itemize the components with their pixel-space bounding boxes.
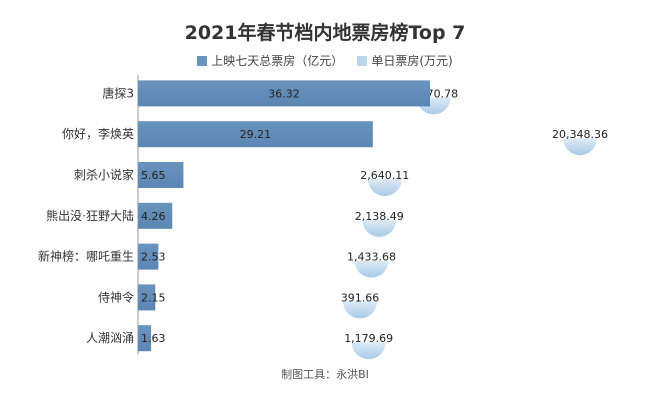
daily-label: 20,348.36: [552, 128, 608, 141]
category-label: 侍神令: [98, 289, 134, 304]
daily-label: 391.66: [341, 291, 380, 304]
legend-swatch-bar: [197, 55, 208, 66]
daily-bubble: [367, 179, 402, 197]
box-office-label: 36.32: [268, 87, 300, 100]
box-office-bar: [138, 202, 173, 229]
daily-label: 1,179.69: [344, 332, 393, 345]
daily-bubble: [343, 301, 377, 319]
category-label: 新神榜：哪吒重生: [38, 249, 134, 264]
box-office-bar: [138, 284, 156, 311]
box-office-label: 29.21: [240, 128, 272, 141]
category-label: 人潮汹涌: [86, 330, 134, 345]
daily-label: 2,138.49: [355, 210, 404, 223]
box-office-label: 4.26: [141, 210, 166, 223]
daily-bubble: [563, 138, 597, 156]
box-office-label: 5.65: [141, 169, 166, 182]
legend-label-bubble: 单日票房(万元): [371, 54, 453, 68]
legend: 上映七天总票房（亿元） 单日票房(万元): [0, 52, 650, 69]
box-office-bar: [138, 162, 184, 188]
box-office-bar: [138, 80, 430, 107]
daily-bubble: [362, 219, 397, 237]
legend-swatch-bubble: [357, 55, 368, 66]
chart-title: 2021年春节档内地票房榜Top 7: [184, 22, 466, 44]
box-office-bar: [138, 121, 373, 148]
category-label: 唐探3: [102, 85, 134, 100]
category-label: 你好，李焕英: [62, 126, 134, 141]
box-office-bar: [138, 243, 159, 270]
box-office-label: 1.63: [141, 332, 166, 345]
daily-bubble: [354, 260, 389, 278]
category-label: 熊出没·狂野大陆: [46, 208, 134, 223]
box-office-label: 2.53: [141, 251, 166, 264]
legend-item-box-office[interactable]: 上映七天总票房（亿元）: [197, 52, 343, 69]
legend-label-bar: 上映七天总票房（亿元）: [211, 54, 344, 68]
box-office-label: 2.15: [141, 291, 166, 304]
category-label: 刺杀小说家: [74, 167, 134, 182]
box-office-bar: [138, 325, 152, 352]
legend-item-daily[interactable]: 单日票房(万元): [357, 52, 453, 69]
daily-label: 1,433.68: [347, 251, 396, 264]
daily-bubble: [351, 342, 386, 360]
daily-label: 2,640.11: [360, 169, 409, 182]
footer-credit: 制图工具：永洪BI: [281, 368, 369, 381]
